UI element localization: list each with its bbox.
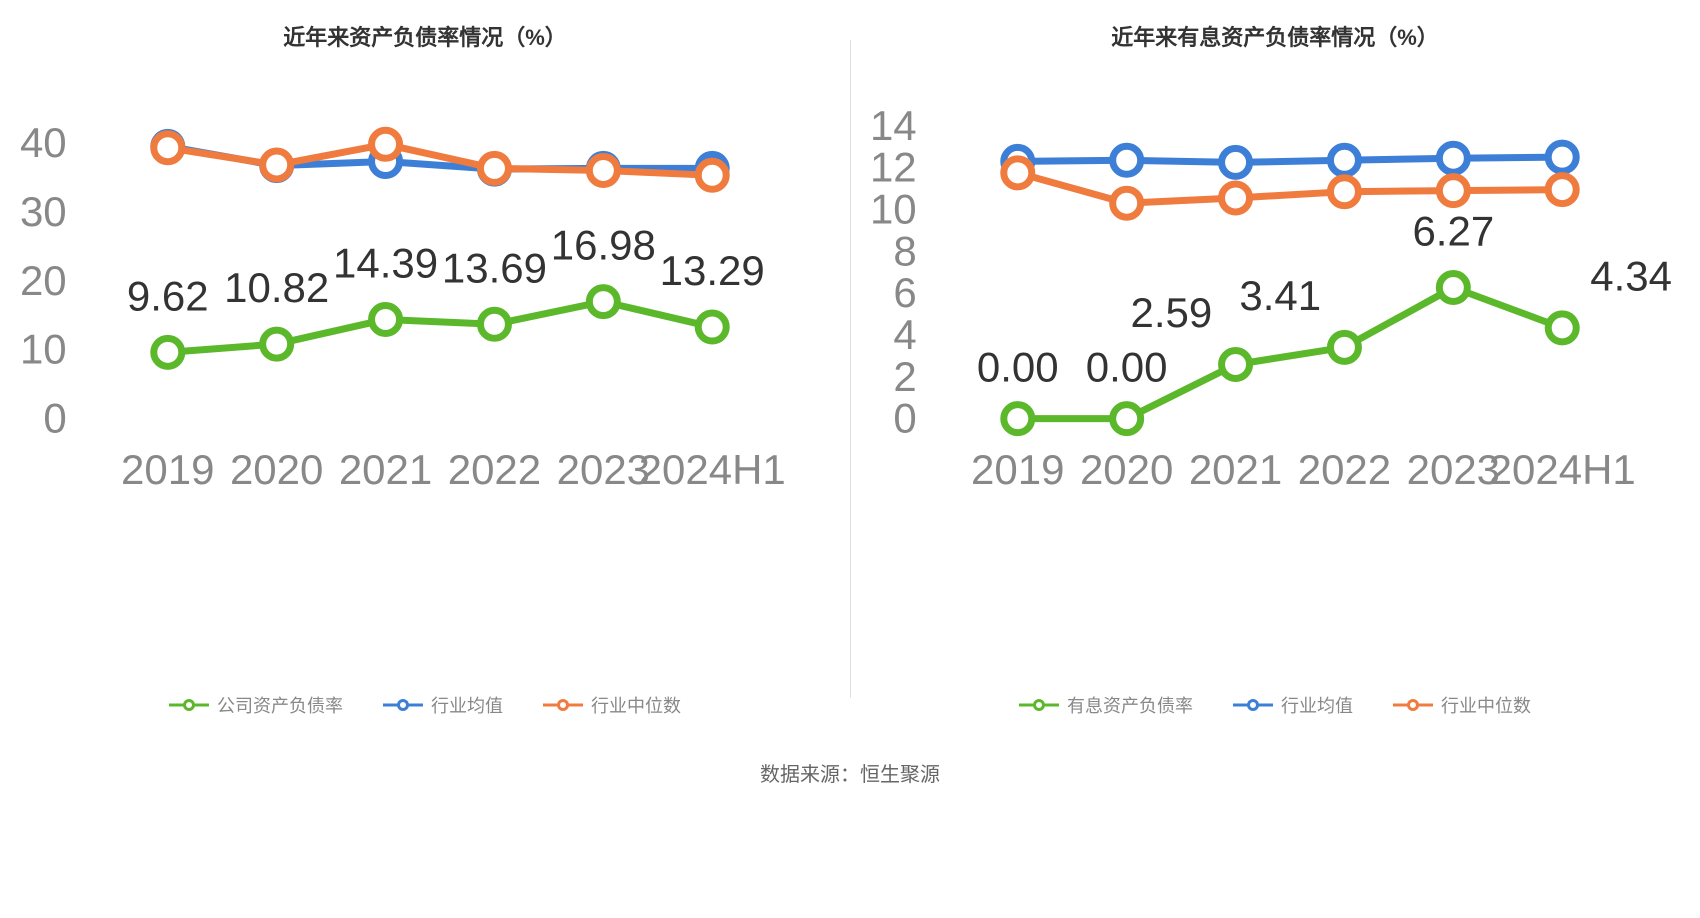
y-tick-label: 10 [20, 326, 67, 373]
series-marker-company [589, 288, 617, 316]
right-legend-item-1[interactable]: 行业均值 [1233, 692, 1353, 718]
right-panel: 近年来有息资产负债率情况（%） 024681012142019202020212… [850, 0, 1700, 738]
series-marker-median [154, 134, 182, 162]
series-marker-company [1004, 405, 1032, 433]
legend-label: 行业中位数 [591, 692, 681, 718]
series-marker-median [1113, 189, 1141, 217]
series-value-label-company: 13.69 [442, 244, 547, 291]
right-plot-wrap: 02468101214201920202021202220232024H10.0… [880, 82, 1670, 642]
series-marker-company [372, 305, 400, 333]
right-legend-item-0[interactable]: 有息资产负债率 [1019, 692, 1193, 718]
series-value-label-company: 0.00 [1086, 343, 1168, 390]
series-marker-median [372, 130, 400, 158]
left-chart-title: 近年来资产负债率情况（%） [30, 20, 820, 52]
series-marker-median [589, 156, 617, 184]
series-value-label-company: 4.34 [1590, 253, 1672, 300]
series-marker-avg [1113, 146, 1141, 174]
legend-marker-icon [1019, 695, 1059, 715]
left-legend: 公司资产负债率 行业均值 行业中位数 [30, 692, 820, 718]
y-tick-label: 12 [870, 144, 917, 191]
left-panel: 近年来资产负债率情况（%） 01020304020192020202120222… [0, 0, 850, 738]
legend-marker-icon [169, 695, 209, 715]
x-tick-label: 2024H1 [1489, 446, 1636, 493]
y-tick-label: 2 [893, 353, 916, 400]
series-value-label-company: 10.82 [224, 264, 329, 311]
right-legend: 有息资产负债率 行业均值 行业中位数 [880, 692, 1670, 718]
series-marker-company [154, 338, 182, 366]
series-marker-avg [1330, 146, 1358, 174]
series-value-label-company: 0.00 [977, 343, 1059, 390]
series-marker-company [263, 330, 291, 358]
series-line-median [1018, 173, 1562, 203]
legend-label: 公司资产负债率 [217, 692, 343, 718]
series-marker-company [698, 313, 726, 341]
left-plot-svg: 010203040201920202021202220232024H19.621… [90, 92, 790, 442]
series-value-label-company: 16.98 [551, 222, 656, 269]
series-marker-company [1222, 350, 1250, 378]
x-tick-label: 2023 [1407, 446, 1500, 493]
left-legend-item-2[interactable]: 行业中位数 [543, 692, 681, 718]
legend-marker-icon [383, 695, 423, 715]
series-value-label-company: 2.59 [1130, 289, 1212, 336]
series-marker-avg [1222, 148, 1250, 176]
y-tick-label: 14 [870, 102, 917, 149]
x-tick-label: 2021 [339, 446, 432, 493]
series-marker-median [263, 151, 291, 179]
left-plot-wrap: 010203040201920202021202220232024H19.621… [30, 82, 820, 642]
series-value-label-company: 3.41 [1239, 272, 1321, 319]
y-tick-label: 4 [893, 311, 916, 358]
x-tick-label: 2022 [1298, 446, 1391, 493]
legend-label: 行业均值 [431, 692, 503, 718]
charts-container: 近年来资产负债率情况（%） 01020304020192020202120222… [0, 0, 1700, 738]
series-marker-company [1113, 405, 1141, 433]
series-value-label-company: 14.39 [333, 239, 438, 286]
y-tick-label: 40 [20, 119, 67, 166]
y-tick-label: 6 [893, 269, 916, 316]
y-tick-label: 0 [43, 395, 66, 442]
y-tick-label: 30 [20, 188, 67, 235]
legend-marker-icon [1393, 695, 1433, 715]
right-plot-svg: 02468101214201920202021202220232024H10.0… [940, 92, 1640, 442]
legend-label: 行业均值 [1281, 692, 1353, 718]
legend-label: 行业中位数 [1441, 692, 1531, 718]
left-legend-item-0[interactable]: 公司资产负债率 [169, 692, 343, 718]
right-chart-title: 近年来有息资产负债率情况（%） [880, 20, 1670, 52]
series-value-label-company: 13.29 [660, 247, 765, 294]
x-tick-label: 2022 [448, 446, 541, 493]
right-legend-item-2[interactable]: 行业中位数 [1393, 692, 1531, 718]
x-tick-label: 2023 [557, 446, 650, 493]
y-tick-label: 0 [893, 395, 916, 442]
series-marker-company [480, 310, 508, 338]
series-marker-avg [1439, 144, 1467, 172]
x-tick-label: 2020 [1080, 446, 1173, 493]
legend-marker-icon [1233, 695, 1273, 715]
series-marker-company [1548, 314, 1576, 342]
x-tick-label: 2019 [121, 446, 214, 493]
x-tick-label: 2019 [971, 446, 1064, 493]
series-marker-avg [1548, 143, 1576, 171]
series-value-label-company: 6.27 [1412, 208, 1494, 255]
x-tick-label: 2024H1 [639, 446, 786, 493]
y-tick-label: 10 [870, 185, 917, 232]
series-value-label-company: 9.62 [127, 272, 209, 319]
series-marker-median [1330, 178, 1358, 206]
series-marker-median [1004, 159, 1032, 187]
left-legend-item-1[interactable]: 行业均值 [383, 692, 503, 718]
series-marker-median [1439, 177, 1467, 205]
series-marker-company [1439, 274, 1467, 302]
legend-label: 有息资产负债率 [1067, 692, 1193, 718]
series-line-median [168, 144, 712, 175]
series-marker-median [480, 154, 508, 182]
y-tick-label: 8 [893, 227, 916, 274]
series-marker-median [698, 161, 726, 189]
series-marker-company [1330, 333, 1358, 361]
series-marker-median [1548, 176, 1576, 204]
y-tick-label: 20 [20, 257, 67, 304]
series-marker-median [1222, 184, 1250, 212]
data-source-footer: 数据来源：恒生聚源 [0, 738, 1700, 817]
series-line-avg [1018, 157, 1562, 162]
x-tick-label: 2021 [1189, 446, 1282, 493]
legend-marker-icon [543, 695, 583, 715]
x-tick-label: 2020 [230, 446, 323, 493]
